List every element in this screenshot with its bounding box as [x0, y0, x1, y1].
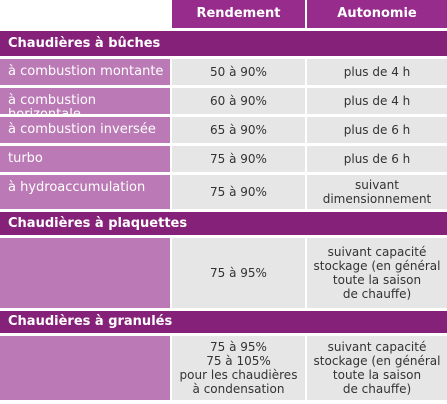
cell-line: 50 à 90% — [210, 65, 267, 79]
rendement-cell: 65 à 90% — [172, 117, 305, 143]
autonomie-cell: suivant capacité stockage (en général tout… — [307, 336, 447, 400]
column-header: Rendement — [172, 0, 305, 28]
cell-line: stockage (en général — [313, 354, 441, 368]
row-label-text: à combustion inversée — [8, 122, 156, 137]
rendement-cell: 75 à 95% 75 à 105% pour les chaudières à co… — [172, 336, 305, 400]
cell-line: plus de 6 h — [343, 152, 411, 166]
cell-line: 75 à 90% — [210, 152, 267, 166]
cell-line: dimensionnement — [322, 192, 432, 206]
cell-line: plus de 4 h — [343, 65, 411, 79]
cell-line: plus de 6 h — [343, 123, 411, 137]
row-label: à combustion inversée — [0, 117, 170, 143]
rendement-cell: 50 à 90% — [172, 59, 305, 85]
row-label — [0, 238, 170, 308]
cell-line: 65 à 90% — [210, 123, 267, 137]
section-title: Chaudières à plaquettes — [8, 215, 188, 231]
rendement-cell: 75 à 90% — [172, 175, 305, 209]
row-label-text: à hydroaccumulation — [8, 180, 146, 195]
cell-line: 60 à 90% — [210, 94, 267, 108]
section-header: Chaudières à granulés — [0, 311, 447, 333]
column-header: Autonomie — [307, 0, 447, 28]
cell-line: toute la saison — [332, 368, 422, 382]
autonomie-cell: plus de 6 h — [307, 117, 447, 143]
cell-line: plus de 4 h — [343, 94, 411, 108]
row-label-text: turbo — [8, 151, 43, 166]
section-title: Chaudières à bûches — [8, 35, 161, 51]
cell-line: 75 à 95% — [210, 266, 267, 280]
rendement-cell: 60 à 90% — [172, 88, 305, 114]
autonomie-cell: plus de 6 h — [307, 146, 447, 172]
cell-line: toute la saison — [332, 273, 422, 287]
row-label-text: à combustion montante — [8, 64, 164, 79]
cell-line: 75 à 95% — [210, 340, 267, 354]
cell-line: de chauffe) — [342, 382, 412, 396]
cell-line: de chauffe) — [342, 287, 412, 301]
column-header-text: Rendement — [196, 6, 281, 21]
cell-line: stockage (en général — [313, 259, 441, 273]
cell-line: suivant capacité — [327, 340, 427, 354]
row-label: à combustion horizontale — [0, 88, 170, 122]
section-title: Chaudières à granulés — [8, 314, 173, 329]
row-label: turbo — [0, 146, 170, 172]
cell-line: pour les chaudières — [179, 368, 298, 382]
rendement-cell: 75 à 95% — [172, 238, 305, 308]
section-header: Chaudières à plaquettes — [0, 212, 447, 235]
rendement-cell: 75 à 90% — [172, 146, 305, 172]
cell-line: suivant capacité — [327, 245, 427, 259]
autonomie-cell: plus de 4 h — [307, 59, 447, 85]
cell-line: suivant — [355, 178, 399, 192]
autonomie-cell: suivant capacité stockage (en général tout… — [307, 238, 447, 308]
column-header-text: Autonomie — [337, 6, 417, 21]
autonomie-cell: suivant dimensionnement — [307, 175, 447, 209]
cell-line: 75 à 105% — [206, 354, 271, 368]
cell-line: à condensation — [192, 382, 285, 396]
autonomie-cell: plus de 4 h — [307, 88, 447, 114]
row-label: à hydroaccumulation — [0, 175, 170, 209]
section-header: Chaudières à bûches — [0, 31, 447, 56]
row-label: à combustion montante — [0, 59, 170, 85]
row-label — [0, 336, 170, 400]
cell-line: 75 à 90% — [210, 185, 267, 199]
